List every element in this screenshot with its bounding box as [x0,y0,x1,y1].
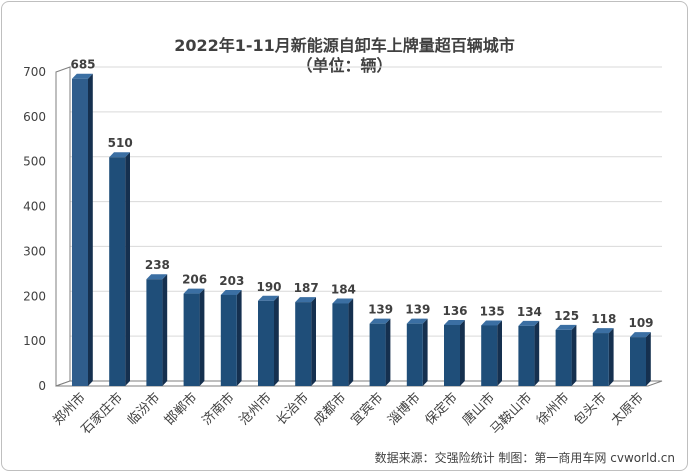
bar [332,303,349,386]
bar-top [481,320,502,326]
bar-side [274,295,279,386]
bar-side [348,298,354,386]
bar-top [630,332,651,338]
y-tick-label: 700 [23,65,46,79]
x-tick-label: 石家庄市 [78,390,126,438]
bar [146,279,163,386]
bar-side [497,320,502,386]
bar [630,337,646,386]
bar-top [369,318,391,324]
data-label: 184 [331,282,356,296]
x-tick-label: 淄博市 [385,390,424,429]
x-tick-label: 成都市 [310,390,349,429]
bar-side [608,328,614,386]
x-tick-label: 沧州市 [236,390,275,429]
data-label: 125 [554,309,579,323]
data-label: 139 [368,303,393,317]
data-label: 203 [219,274,244,288]
y-tick-label: 200 [23,289,46,303]
bar-side [534,320,540,386]
data-label: 238 [145,258,170,272]
y-tick-label: 300 [23,244,46,258]
x-tick-label: 徐州市 [534,390,573,429]
data-label: 135 [480,304,505,318]
data-label: 206 [182,273,207,287]
x-tick-label: 包头市 [571,390,610,429]
bar-top [183,288,205,294]
x-tick-label: 济南市 [199,390,238,429]
bar [72,78,88,386]
bar [555,329,572,386]
bar-side [646,332,651,386]
bar-side [88,73,93,386]
chart-title: 2022年1-11月新能源自卸车上牌量超百辆城市 [174,36,515,55]
bar-top [518,320,540,326]
bar-side [162,274,168,386]
bar-side [422,318,428,386]
bar [444,324,460,386]
data-label: 685 [70,58,95,72]
bar [406,323,423,386]
x-tick-label: 宜宾市 [348,390,387,429]
bar [518,325,535,386]
data-label: 139 [405,303,430,317]
bar-top [406,318,428,324]
data-label: 510 [108,136,133,150]
data-label: 190 [256,280,281,294]
data-label: 118 [591,312,616,326]
bar [481,325,498,386]
data-label: 187 [294,281,319,295]
bar-side [460,319,465,386]
bar-top [444,319,465,325]
bar-side [571,324,577,386]
y-tick-label: 500 [23,155,46,169]
x-tick-label: 保定市 [422,390,461,429]
bar-top [220,289,242,295]
x-tick-label: 邯郸市 [162,390,201,429]
bar-side [385,318,391,386]
data-label: 134 [517,305,542,319]
data-label: 136 [442,304,467,318]
bar [295,302,312,386]
x-tick-label: 临汾市 [124,390,163,429]
y-tick-label: 400 [23,200,46,214]
side-wall [55,66,71,387]
bar [369,323,386,386]
bar-side [311,297,316,386]
bar [183,293,200,386]
y-tick-label: 100 [23,334,46,348]
bar-top [72,73,93,79]
bar-top [555,324,577,330]
bar [592,333,609,386]
y-tick-label: 0 [38,379,46,393]
bar-side [236,289,242,386]
chart-subtitle: （单位：辆） [296,56,393,75]
bar-side [199,288,205,386]
bar-top [146,274,168,280]
bar-top [332,298,354,304]
x-tick-label: 长治市 [273,390,312,429]
source-note: 数据来源：交强险统计 制图：第一商用车网 cvworld.cn [374,451,675,465]
bar-top [258,295,279,301]
bar [258,300,274,386]
x-tick-label: 马鞍山市 [487,390,535,438]
x-tick-label: 太原市 [608,390,647,429]
bar [109,157,126,386]
bar-side [125,152,130,386]
y-tick-label: 600 [23,110,46,124]
bar-top [109,152,130,158]
bar [220,294,237,386]
data-label: 109 [628,316,653,330]
bar-top [592,328,614,334]
bar-top [295,297,316,303]
